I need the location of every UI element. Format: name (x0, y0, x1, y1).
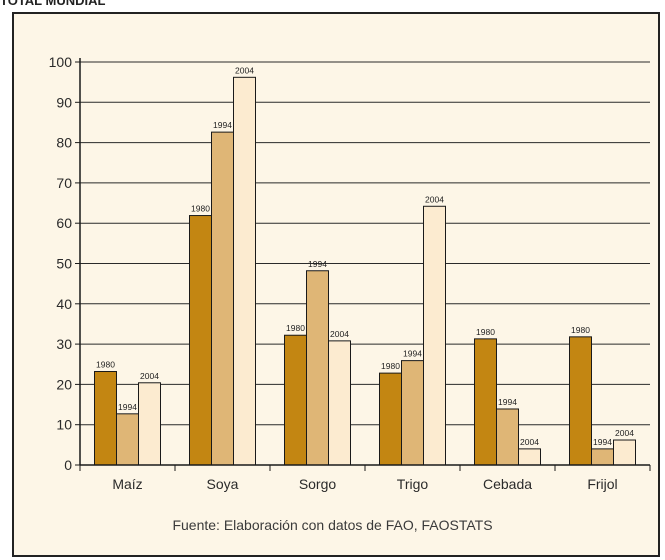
axes (75, 58, 651, 471)
bar-soya-2004 (233, 76, 256, 466)
bar-frijol-1980 (569, 336, 592, 466)
bar-year-label: 1994 (593, 437, 612, 447)
bars (94, 76, 636, 466)
y-tick-label: 20 (56, 376, 72, 392)
y-tick-label: 100 (49, 54, 73, 70)
bar-year-label: 1994 (308, 259, 327, 269)
bar-soya-1994 (211, 131, 234, 466)
bar-year-label: 2004 (615, 428, 634, 438)
bar-cebada-2004 (518, 448, 541, 466)
bar-labels: 1980199420041980199420041980199420041980… (96, 65, 634, 447)
bar-trigo-1980 (379, 372, 402, 466)
x-tick-label: Maíz (112, 476, 142, 492)
bar-year-label: 1980 (286, 323, 305, 333)
y-tick-labels: 0 10 20 30 40 50 60 70 80 90 100 (49, 54, 73, 473)
bar-year-label: 2004 (520, 437, 539, 447)
y-tick-label: 10 (56, 417, 72, 433)
bar-year-label: 2004 (425, 194, 444, 204)
bar-year-label: 1980 (96, 360, 115, 370)
bar-trigo-1994 (401, 360, 424, 466)
header-fragment: TOTAL MUNDIAL (0, 0, 106, 8)
y-tick-label: 50 (56, 256, 72, 272)
y-tick-label: 80 (56, 135, 72, 151)
bar-cebada-1994 (496, 408, 519, 466)
bar-maz-2004 (138, 382, 161, 466)
bar-sorgo-1994 (306, 270, 329, 466)
bar-year-label: 1994 (403, 349, 422, 359)
bar-maz-1980 (94, 371, 117, 466)
bar-year-label: 1980 (571, 325, 590, 335)
bar-year-label: 2004 (235, 65, 254, 75)
bar-sorgo-2004 (328, 340, 351, 466)
x-tick-label: Trigo (397, 476, 429, 492)
bar-year-label: 2004 (330, 329, 349, 339)
bar-cebada-1980 (474, 338, 497, 466)
x-tick-label: Cebada (483, 476, 532, 492)
y-tick-label: 60 (56, 215, 72, 231)
x-tick-label: Frijol (587, 476, 617, 492)
chart-panel (12, 12, 660, 557)
y-tick-label: 90 (56, 94, 72, 110)
bar-sorgo-1980 (284, 334, 307, 466)
bar-year-label: 1980 (381, 361, 400, 371)
bar-year-label: 2004 (140, 371, 159, 381)
x-tick-label: Sorgo (299, 476, 337, 492)
bar-trigo-2004 (423, 205, 446, 466)
source-note: Fuente: Elaboración con datos de FAO, FA… (172, 517, 493, 533)
bar-year-label: 1994 (213, 120, 232, 130)
bar-year-label: 1994 (498, 397, 517, 407)
y-tick-label: 40 (56, 296, 72, 312)
y-tick-label: 70 (56, 175, 72, 191)
bar-frijol-1994 (591, 448, 614, 466)
y-tick-label: 30 (56, 336, 72, 352)
bar-year-label: 1980 (191, 204, 210, 214)
gridlines (80, 61, 650, 426)
bar-year-label: 1994 (118, 402, 137, 412)
bar-maz-1994 (116, 413, 139, 466)
bar-frijol-2004 (613, 439, 636, 466)
bar-year-label: 1980 (476, 327, 495, 337)
x-tick-label: Soya (207, 476, 239, 492)
y-tick-label: 0 (64, 457, 72, 473)
x-tick-labels: Maíz Soya Sorgo Trigo Cebada Frijol (112, 476, 617, 492)
bar-soya-1980 (189, 215, 212, 466)
